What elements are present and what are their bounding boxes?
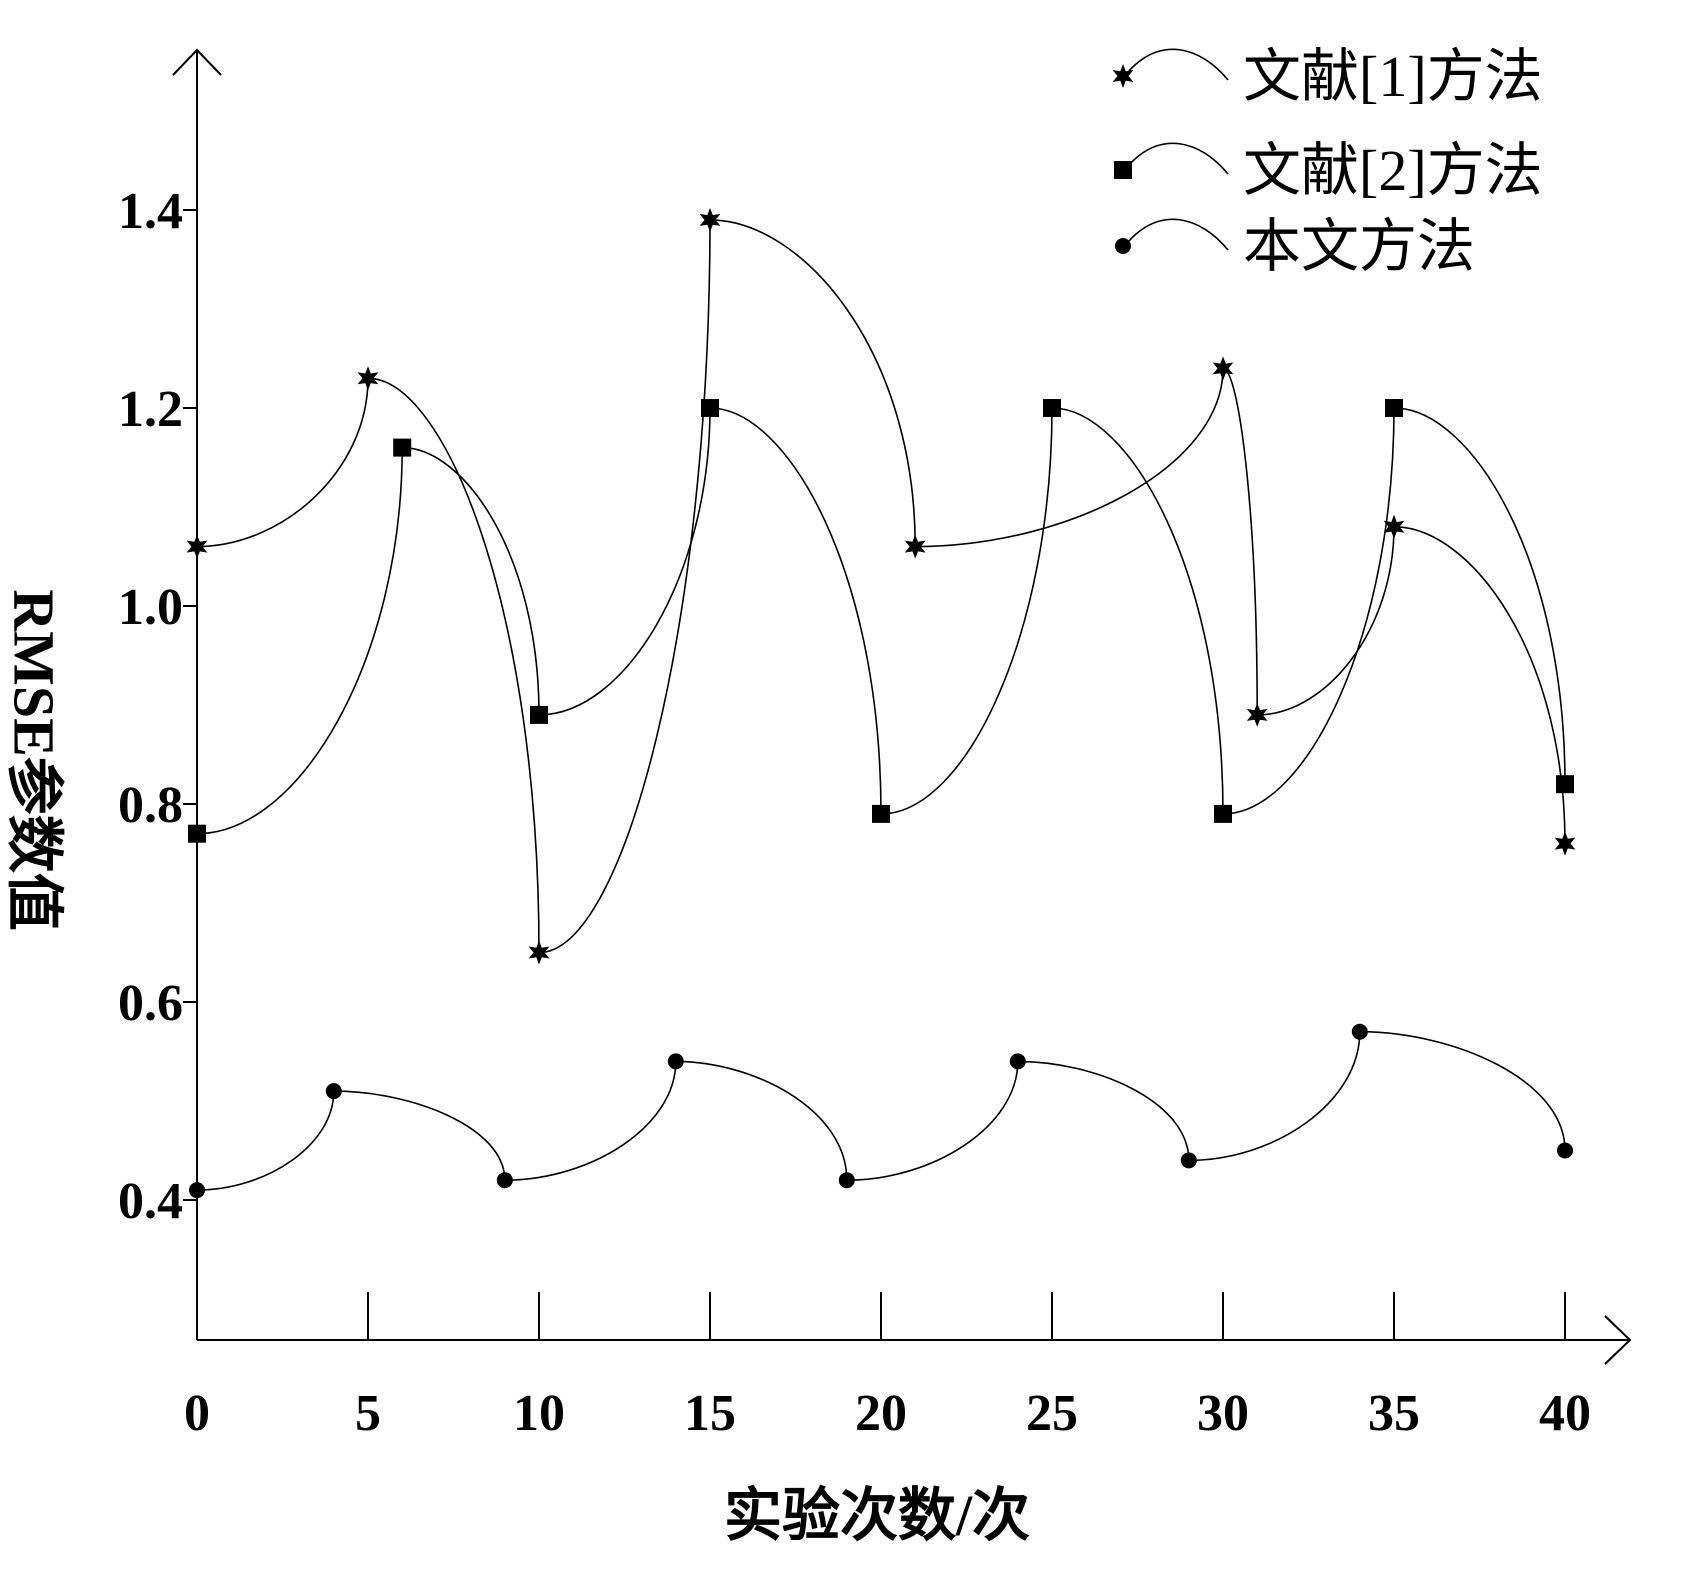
x-tick-label: 25: [1026, 1385, 1078, 1442]
x-tick-label: 40: [1539, 1385, 1591, 1442]
series-line-circle: [1359, 1030, 1566, 1151]
data-point-star: [357, 366, 379, 391]
x-tick-label: 30: [1197, 1385, 1249, 1442]
data-point-square: [530, 705, 548, 724]
series-line-star: [1393, 526, 1566, 844]
series-line-circle: [333, 1090, 506, 1181]
y-tick-label: 0.8: [118, 777, 183, 834]
legend-item: 本文方法: [1115, 214, 1475, 279]
legend-line: [1127, 48, 1229, 81]
series-line-circle: [675, 1060, 848, 1181]
y-tick-label: 0.6: [118, 975, 183, 1032]
data-point-square: [1043, 399, 1061, 417]
series-line-star: [367, 377, 540, 953]
series-line-star: [538, 219, 711, 954]
series-line-star: [709, 219, 916, 547]
y-axis-arrowhead: [172, 48, 222, 76]
y-axis-title: RMSE参数值: [2, 589, 67, 931]
series-line-circle: [1017, 1060, 1190, 1161]
data-point-circle: [1351, 1023, 1368, 1040]
y-ticks: 0.4 0.6 0.8 1.0 1.2 1.4: [118, 183, 197, 1230]
x-axis-title: 实验次数/次: [724, 1483, 1030, 1548]
data-point-star: [1246, 702, 1268, 727]
data-point-square: [872, 804, 890, 823]
y-tick-label: 1.4: [118, 183, 183, 240]
legend-marker-circle: [1115, 238, 1131, 254]
x-tick-label: 10: [513, 1385, 565, 1442]
x-ticks: 0 5 10 15 20 25 30 35 40: [184, 1292, 1591, 1442]
series-line-square: [402, 446, 540, 715]
y-tick-label: 1.0: [118, 579, 183, 636]
series-line-star: [915, 368, 1224, 548]
series-line-circle: [504, 1061, 677, 1181]
y-tick-label: 1.2: [118, 381, 183, 438]
series-square: [188, 399, 1574, 843]
legend-label: 文献[2]方法: [1243, 138, 1543, 203]
data-point-circle: [325, 1083, 342, 1100]
series-line-square: [709, 407, 882, 814]
legend-line: [1127, 142, 1229, 175]
data-point-circle: [189, 1182, 205, 1199]
x-tick-label: 15: [684, 1385, 736, 1442]
series-line-star: [1222, 367, 1258, 715]
series-line-star: [1257, 526, 1395, 716]
data-point-circle: [667, 1053, 684, 1070]
series-line-square: [538, 407, 711, 716]
axes: [172, 48, 1632, 1365]
data-point-star: [699, 207, 721, 232]
x-tick-label: 35: [1368, 1385, 1420, 1442]
series-star: [186, 207, 1576, 965]
x-tick-label: 20: [855, 1385, 907, 1442]
data-point-star: [1383, 514, 1405, 539]
x-axis-arrowhead: [1604, 1315, 1632, 1365]
series-line-star: [196, 378, 369, 548]
data-point-circle: [838, 1172, 855, 1189]
data-point-circle: [1557, 1142, 1573, 1159]
y-tick-label: 0.4: [118, 1173, 183, 1230]
data-point-star: [186, 534, 208, 559]
series-line-circle: [1188, 1031, 1361, 1162]
legend-item: 文献[1]方法: [1112, 44, 1543, 109]
legend-item: 文献[2]方法: [1114, 138, 1543, 203]
series-line-circle: [846, 1061, 1019, 1181]
series-line-square: [1393, 407, 1566, 785]
legend-label: 本文方法: [1243, 214, 1475, 279]
x-tick-label: 5: [355, 1385, 381, 1442]
data-point-square: [701, 399, 719, 417]
series-group: [186, 207, 1576, 1199]
series-line-square: [1222, 407, 1395, 815]
series-circle: [189, 1023, 1573, 1199]
legend-marker-star: [1112, 64, 1134, 88]
data-point-star: [1212, 356, 1234, 381]
data-point-square: [1556, 775, 1574, 794]
data-point-star: [1554, 831, 1576, 856]
data-point-square: [1385, 399, 1403, 417]
series-line-square: [880, 407, 1053, 815]
series-line-square: [196, 447, 403, 835]
legend-label: 文献[1]方法: [1243, 44, 1543, 109]
legend-line: [1127, 218, 1229, 251]
data-point-square: [393, 438, 412, 457]
series-line-circle: [196, 1091, 335, 1191]
data-point-square: [1214, 804, 1232, 823]
data-point-star: [528, 940, 550, 965]
data-point-square: [188, 824, 206, 843]
x-tick-label: 0: [184, 1385, 210, 1442]
data-point-circle: [496, 1172, 513, 1189]
series-line-square: [1051, 407, 1224, 814]
data-point-star: [904, 534, 926, 559]
data-point-circle: [1009, 1053, 1026, 1070]
data-point-circle: [1180, 1152, 1197, 1169]
